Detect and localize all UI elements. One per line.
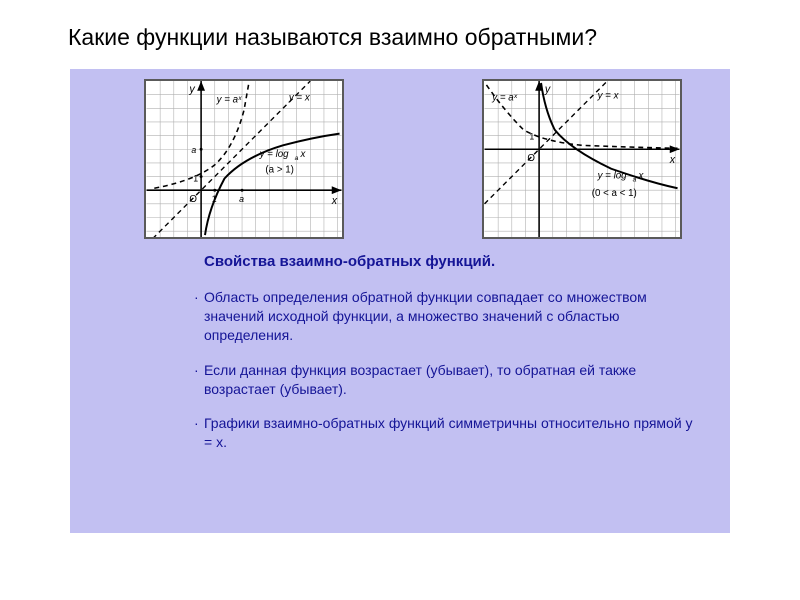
svg-text:a: a (191, 145, 196, 155)
svg-text:1: 1 (529, 132, 534, 142)
slide: Какие функции называются взаимно обратны… (0, 0, 800, 600)
slide-title: Какие функции называются взаимно обратны… (0, 0, 800, 69)
svg-text:(a > 1): (a > 1) (265, 165, 293, 176)
svg-text:y = x: y = x (597, 91, 620, 102)
svg-text:1: 1 (212, 194, 217, 204)
svg-text:y: y (188, 84, 195, 96)
svg-text:a: a (295, 155, 299, 162)
property-item: · Графики взаимно-обратных функций симме… (84, 414, 716, 452)
svg-text:y = log: y = log (597, 171, 628, 182)
svg-text:(0 < a < 1): (0 < a < 1) (592, 188, 637, 199)
chart-log-a-gt-1: y x O 1 1 a a y = aˣ y = x y = log a x (… (144, 79, 344, 239)
svg-text:x: x (669, 154, 676, 166)
svg-text:y = aˣ: y = aˣ (216, 94, 242, 105)
svg-text:1: 1 (193, 173, 198, 183)
chart-svg-left: y x O 1 1 a a y = aˣ y = x y = log a x (… (146, 81, 342, 237)
property-text: Если данная функция возрастает (убывает)… (204, 362, 636, 397)
svg-text:y = aˣ: y = aˣ (491, 93, 517, 104)
svg-text:y = log: y = log (259, 149, 290, 160)
properties-heading: Свойства взаимно-обратных функций. (84, 253, 716, 270)
svg-text:y = x: y = x (288, 93, 311, 104)
property-item: · Если данная функция возрастает (убывае… (84, 361, 716, 399)
bullet-icon: · (194, 361, 199, 380)
content-block: y x O 1 1 a a y = aˣ y = x y = log a x (… (70, 69, 730, 533)
charts-row: y x O 1 1 a a y = aˣ y = x y = log a x (… (84, 79, 716, 239)
chart-svg-right: y x O 1 y = aˣ y = x y = log a x (0 < a … (484, 81, 680, 237)
svg-text:a: a (633, 176, 637, 183)
property-text: Область определения обратной функции сов… (204, 289, 647, 343)
svg-text:x: x (331, 195, 338, 207)
svg-text:O: O (527, 153, 535, 164)
svg-text:y: y (544, 84, 551, 96)
chart-log-a-lt-1: y x O 1 y = aˣ y = x y = log a x (0 < a … (482, 79, 682, 239)
svg-text:O: O (189, 194, 197, 205)
bullet-icon: · (194, 288, 199, 307)
svg-text:x: x (300, 149, 307, 160)
property-item: · Область определения обратной функции с… (84, 288, 716, 345)
bullet-icon: · (194, 414, 199, 433)
svg-text:a: a (239, 194, 244, 204)
property-text: Графики взаимно-обратных функций симметр… (204, 415, 693, 450)
